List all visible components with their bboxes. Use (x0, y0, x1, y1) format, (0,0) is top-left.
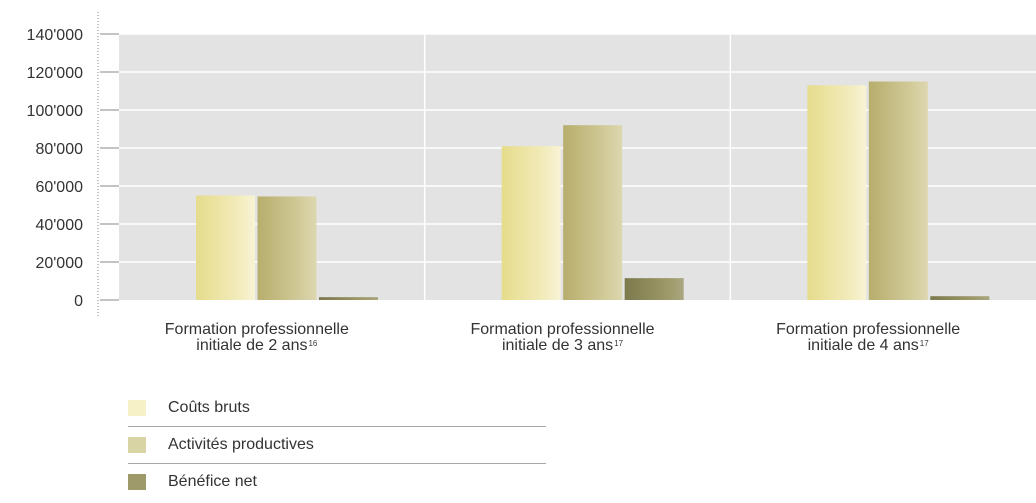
legend-swatch-icon (128, 437, 146, 453)
legend-item: Bénéfice net (128, 464, 546, 500)
y-tick-label: 140'000 (27, 27, 84, 44)
legend-label: Activités productives (168, 436, 314, 453)
legend-label: Bénéfice net (168, 473, 257, 490)
y-tick-label: 120'000 (27, 65, 84, 82)
bar (807, 85, 867, 300)
y-tick-label: 0 (74, 293, 83, 310)
legend-swatch-icon (128, 400, 146, 416)
legend-item: Coûts bruts (128, 390, 546, 427)
y-tick-label: 80'000 (35, 141, 83, 158)
bar (868, 81, 928, 300)
y-tick-label: 20'000 (35, 255, 83, 272)
legend-item: Activités productives (128, 427, 546, 464)
bar (196, 195, 255, 300)
bar-chart: 140'000 120'000 100'000 80'000 60'000 40'000 2… (27, 12, 1036, 318)
bar (501, 146, 561, 300)
bar (257, 196, 317, 300)
x-category-label: Formation professionnelle initiale de 4 a… (776, 321, 961, 354)
legend-label: Coûts bruts (168, 399, 250, 416)
x-category-label: Formation professionnelle initiale de 3 a… (470, 321, 655, 354)
x-category-label: Formation professionnelle initiale de 2 a… (164, 321, 349, 354)
bar (624, 278, 684, 300)
bar (563, 125, 623, 300)
legend: Coûts bruts Activités productives Bénéfi… (128, 390, 546, 500)
bar (319, 297, 378, 300)
y-tick-label: 100'000 (27, 103, 84, 120)
bar (930, 296, 990, 300)
y-tick-label: 40'000 (35, 217, 83, 234)
legend-swatch-icon (128, 474, 146, 490)
y-tick-label: 60'000 (35, 179, 83, 196)
